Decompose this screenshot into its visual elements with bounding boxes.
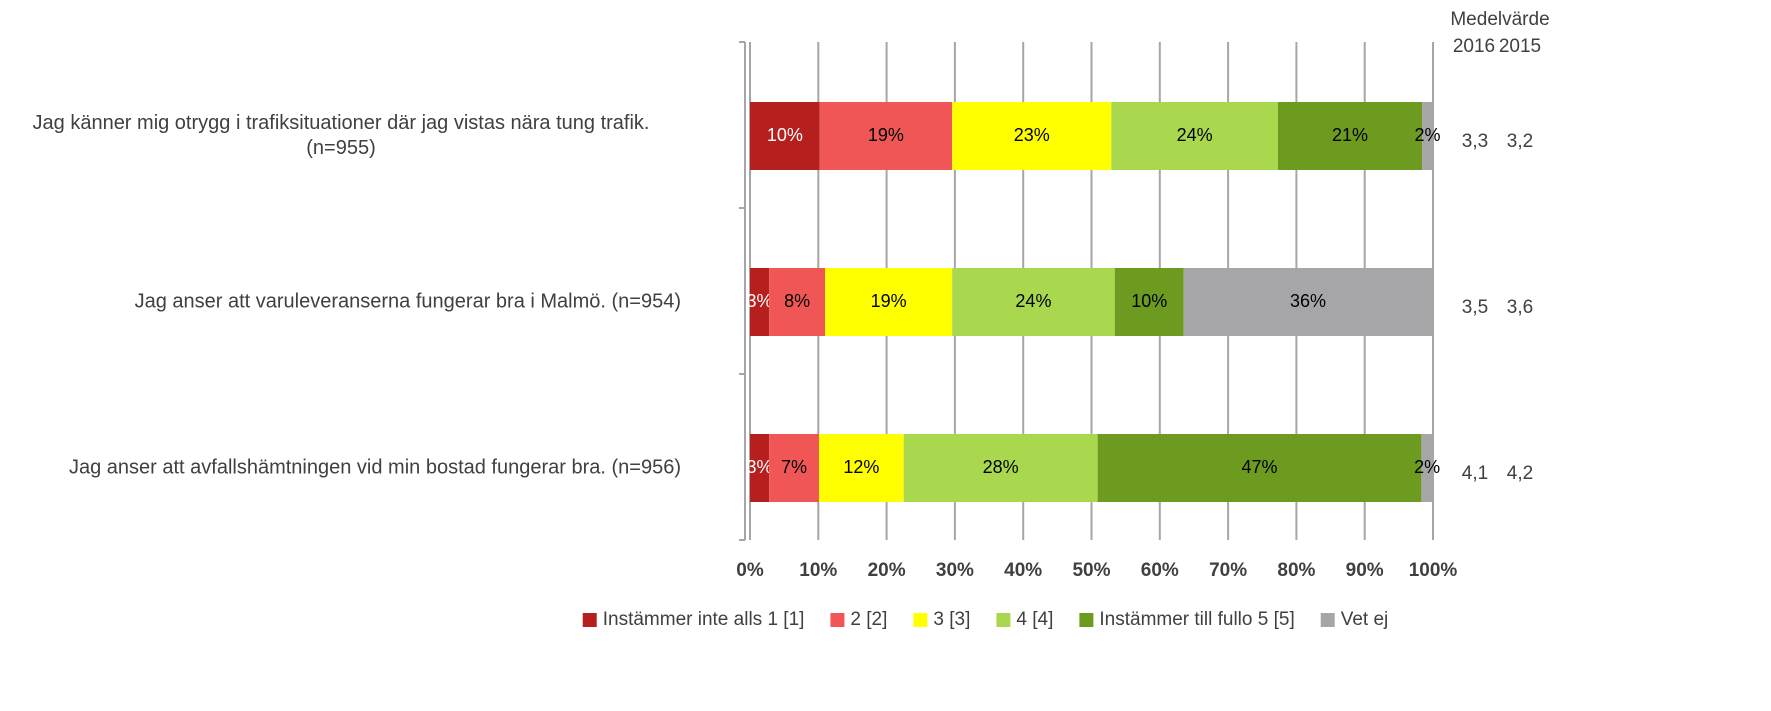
- data-label: 2%: [1415, 125, 1441, 145]
- legend-label: Instämmer till fullo 5 [5]: [1099, 609, 1294, 630]
- mean-value: 4,2: [1507, 463, 1533, 484]
- mean-year: 2016: [1453, 36, 1495, 57]
- x-tick-label: 0%: [736, 560, 764, 581]
- data-label: 3%: [747, 291, 773, 311]
- bar-segment: [1183, 268, 1433, 336]
- legend-label: Vet ej: [1341, 609, 1389, 630]
- bar-segment: [750, 102, 820, 170]
- data-label: 19%: [871, 291, 907, 311]
- bar-segment: [952, 102, 1112, 170]
- legend-label: 4 [4]: [1016, 609, 1053, 630]
- x-tick-label: 80%: [1277, 560, 1315, 581]
- mean-year: 2015: [1499, 36, 1541, 57]
- bar-segment: [769, 268, 826, 336]
- x-tick-label: 70%: [1209, 560, 1247, 581]
- legend-swatch: [1079, 613, 1094, 627]
- data-label: 28%: [983, 457, 1019, 477]
- mean-header: Medelvärde: [1450, 9, 1549, 30]
- data-label: 7%: [781, 457, 807, 477]
- mean-value: 4,1: [1462, 463, 1488, 484]
- data-label: 3%: [747, 457, 773, 477]
- x-tick-label: 100%: [1409, 560, 1458, 581]
- x-tick-label: 10%: [799, 560, 837, 581]
- bar-segment: [1114, 268, 1184, 336]
- x-tick-label: 50%: [1072, 560, 1110, 581]
- bar-segment: [750, 434, 770, 502]
- category-label: Jag anser att avfallshämtningen vid min …: [68, 456, 681, 479]
- legend-swatch: [996, 613, 1011, 627]
- category-label: Jag anser att varuleveranserna fungerar …: [134, 290, 681, 313]
- bar-segment: [825, 268, 953, 336]
- bar-segment: [952, 268, 1115, 336]
- data-label: 8%: [784, 291, 810, 311]
- data-label: 24%: [1177, 125, 1213, 145]
- bar-segment: [1277, 102, 1423, 170]
- bar-segment: [903, 434, 1098, 502]
- data-label: 2%: [1414, 457, 1440, 477]
- bar-segment: [1422, 102, 1433, 170]
- category-label: Jag känner mig otrygg i trafiksituatione…: [32, 112, 650, 159]
- data-label: 47%: [1242, 457, 1278, 477]
- legend-swatch: [830, 613, 845, 627]
- legend-label: Instämmer inte alls 1 [1]: [603, 609, 805, 630]
- data-label: 12%: [843, 457, 879, 477]
- x-tick-label: 20%: [868, 560, 906, 581]
- data-label: 21%: [1332, 125, 1368, 145]
- data-label: 36%: [1290, 291, 1326, 311]
- data-label: 10%: [1131, 291, 1167, 311]
- x-tick-label: 40%: [1004, 560, 1042, 581]
- legend-swatch: [913, 613, 928, 627]
- bar-segment: [1111, 102, 1278, 170]
- legend-swatch: [1320, 613, 1335, 627]
- mean-value: 3,2: [1507, 131, 1533, 152]
- x-tick-label: 90%: [1346, 560, 1384, 581]
- bar-segment: [819, 102, 953, 170]
- legend-swatch: [582, 613, 597, 627]
- data-label: 24%: [1015, 291, 1051, 311]
- x-tick-label: 60%: [1141, 560, 1179, 581]
- mean-value: 3,5: [1462, 297, 1488, 318]
- legend-label: 3 [3]: [933, 609, 970, 630]
- legend-label: 2 [2]: [850, 609, 887, 630]
- data-label: 10%: [767, 125, 803, 145]
- x-tick-label: 30%: [936, 560, 974, 581]
- bar-segment: [1421, 434, 1433, 502]
- data-label: 23%: [1014, 125, 1050, 145]
- bar-segment: [1097, 434, 1422, 502]
- data-label: 19%: [868, 125, 904, 145]
- mean-value: 3,3: [1462, 131, 1488, 152]
- bar-segment: [750, 268, 770, 336]
- mean-value: 3,6: [1507, 297, 1533, 318]
- bar-segment: [769, 434, 819, 502]
- bar-segment: [818, 434, 904, 502]
